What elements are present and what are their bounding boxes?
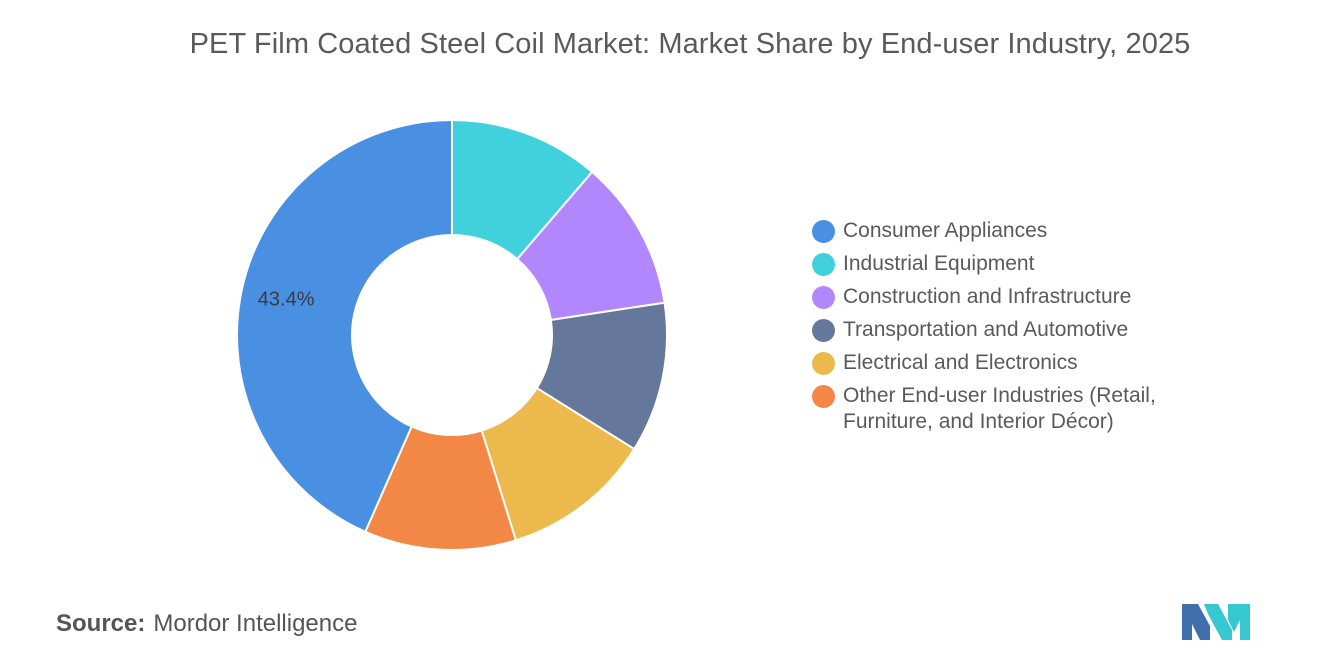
legend-swatch [812, 253, 835, 276]
legend-swatch [812, 352, 835, 375]
legend-label: Electrical and Electronics [843, 351, 1078, 374]
legend-label: Construction and Infrastructure [843, 285, 1132, 308]
donut-slice-1 [236, 118, 453, 534]
legend-label: Other End-user Industries (Retail, Furni… [843, 384, 1156, 433]
legend-swatch [812, 385, 835, 408]
brand-logo [1182, 604, 1250, 640]
legend-item: Consumer Appliances [812, 218, 1232, 244]
chart-legend: Consumer Appliances Industrial Equipment C… [812, 218, 1232, 442]
source-name: Mordor Intelligence [153, 610, 358, 637]
legend-item: Transportation and Automotive [812, 317, 1232, 343]
chart-title: PET Film Coated Steel Coil Market: Marke… [189, 28, 1191, 60]
source-prefix: Source: [56, 610, 146, 637]
logo-mark-right [1228, 604, 1250, 640]
logo-mark-left [1182, 604, 1210, 640]
legend-item: Electrical and Electronics [812, 350, 1232, 376]
legend-swatch [812, 220, 835, 243]
legend-swatch [812, 286, 835, 309]
legend-label: Consumer Appliances [843, 219, 1048, 242]
logo-mark-middle [1204, 604, 1232, 640]
slice-data-label: 43.4% [258, 288, 315, 310]
donut-slice-6 [364, 425, 518, 551]
legend-label: Transportation and Automotive [843, 318, 1129, 341]
legend-label: Industrial Equipment [843, 252, 1035, 275]
legend-item: Other End-user Industries (Retail, Furni… [812, 383, 1232, 435]
legend-swatch [812, 319, 835, 342]
legend-item: Construction and Infrastructure [812, 284, 1232, 310]
source-note: Source: Mordor Intelligence [56, 610, 357, 638]
legend-item: Industrial Equipment [812, 251, 1232, 277]
